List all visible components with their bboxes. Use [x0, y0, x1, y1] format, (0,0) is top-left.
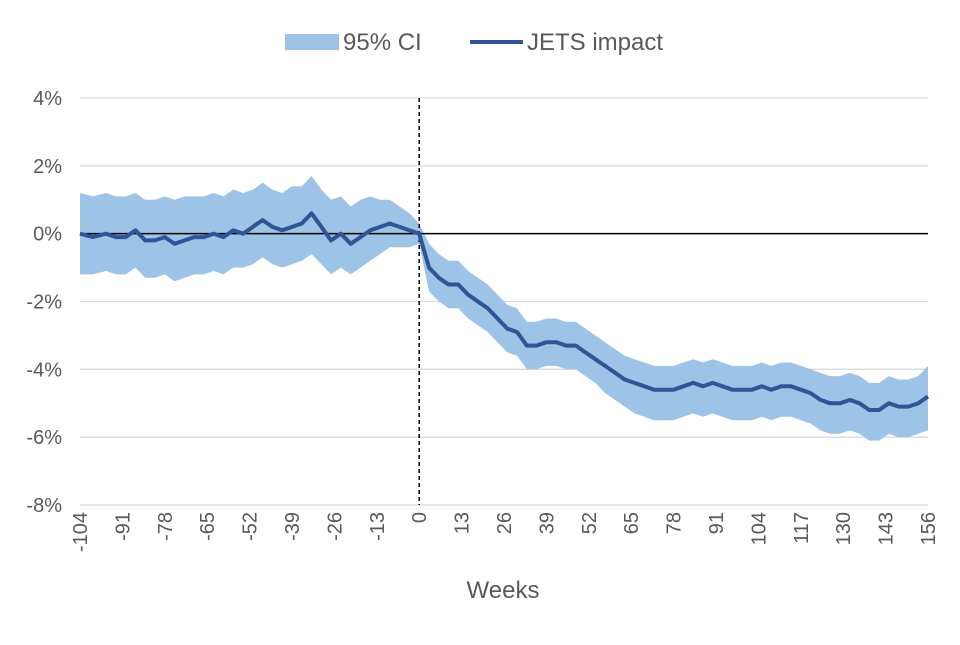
legend-swatch-ci — [285, 34, 339, 50]
legend: 95% CI JETS impact — [285, 29, 663, 56]
x-tick-label: -39 — [282, 512, 304, 541]
x-tick-label: -13 — [367, 512, 389, 541]
x-tick-label: 117 — [791, 512, 813, 544]
legend-label-ci: 95% CI — [343, 29, 422, 56]
x-tick-label: -78 — [155, 512, 177, 541]
x-tick-label: 78 — [664, 512, 686, 534]
x-tick-label: 0 — [409, 512, 431, 523]
ci-band-area — [80, 176, 928, 441]
impact-line-layer — [79, 211, 930, 412]
x-tick-label: 104 — [748, 512, 770, 545]
x-tick-label: 91 — [706, 512, 728, 534]
y-axis-ticks: -8% -6% -4% -2% 0% 2% 4% — [26, 88, 62, 517]
ci-band-layer — [80, 176, 928, 441]
y-tick-label: -8% — [26, 495, 62, 517]
x-tick-label: 156 — [918, 512, 940, 545]
x-axis-ticks: -104 -91 -78 -65 -52 -39 -26 -13 0 13 26 39 52 65 78 91… — [70, 512, 940, 552]
impact-series-line — [79, 211, 930, 412]
x-tick-label: 130 — [833, 512, 855, 545]
x-tick-label: -104 — [70, 512, 92, 552]
x-tick-label: 52 — [579, 512, 601, 534]
y-tick-label: 4% — [33, 88, 62, 110]
x-tick-label: 143 — [876, 512, 898, 545]
y-tick-label: 2% — [33, 156, 62, 178]
x-tick-label: 13 — [452, 512, 474, 534]
x-tick-label: -26 — [324, 512, 346, 541]
x-tick-label: 65 — [621, 512, 643, 534]
x-axis-title: Weeks — [467, 577, 540, 604]
legend-label-impact: JETS impact — [527, 29, 663, 56]
y-tick-label: -4% — [26, 359, 62, 381]
x-tick-label: -91 — [112, 512, 134, 541]
x-tick-label: -52 — [240, 512, 262, 541]
reference-lines — [80, 98, 928, 505]
x-tick-label: -65 — [197, 512, 219, 541]
y-tick-label: -6% — [26, 427, 62, 449]
x-tick-label: 39 — [536, 512, 558, 534]
y-tick-label: 0% — [33, 224, 62, 246]
x-tick-label: 26 — [494, 512, 516, 534]
gridlines — [80, 97, 928, 506]
y-tick-label: -2% — [26, 292, 62, 314]
